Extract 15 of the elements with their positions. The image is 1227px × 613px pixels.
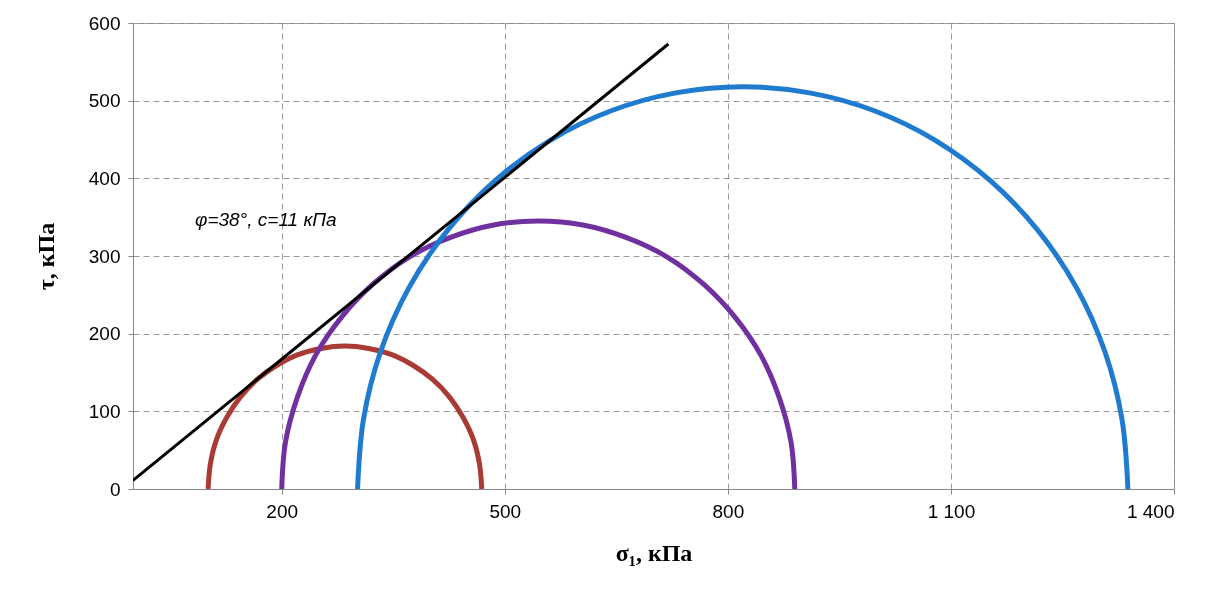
x-tick-label: 500 [489,500,522,522]
y-tick-label: 400 [88,167,121,189]
x-tick-label: 1 100 [927,500,976,522]
y-tick-label: 0 [109,478,121,500]
y-axis-title: τ, кПа [32,222,59,291]
y-tick-label: 200 [88,323,121,345]
annotation: φ=38°, c=11 кПа [195,209,337,230]
x-tick-label: 1 400 [1126,500,1175,522]
y-tick-label: 600 [88,12,121,34]
y-tick-label: 500 [88,90,121,112]
x-axis-title: σ₁, кПа [615,539,693,566]
x-tick-label: 800 [712,500,745,522]
y-tick-label: 100 [88,400,121,422]
x-tick-label: 200 [266,500,299,522]
y-tick-label: 300 [88,245,121,267]
